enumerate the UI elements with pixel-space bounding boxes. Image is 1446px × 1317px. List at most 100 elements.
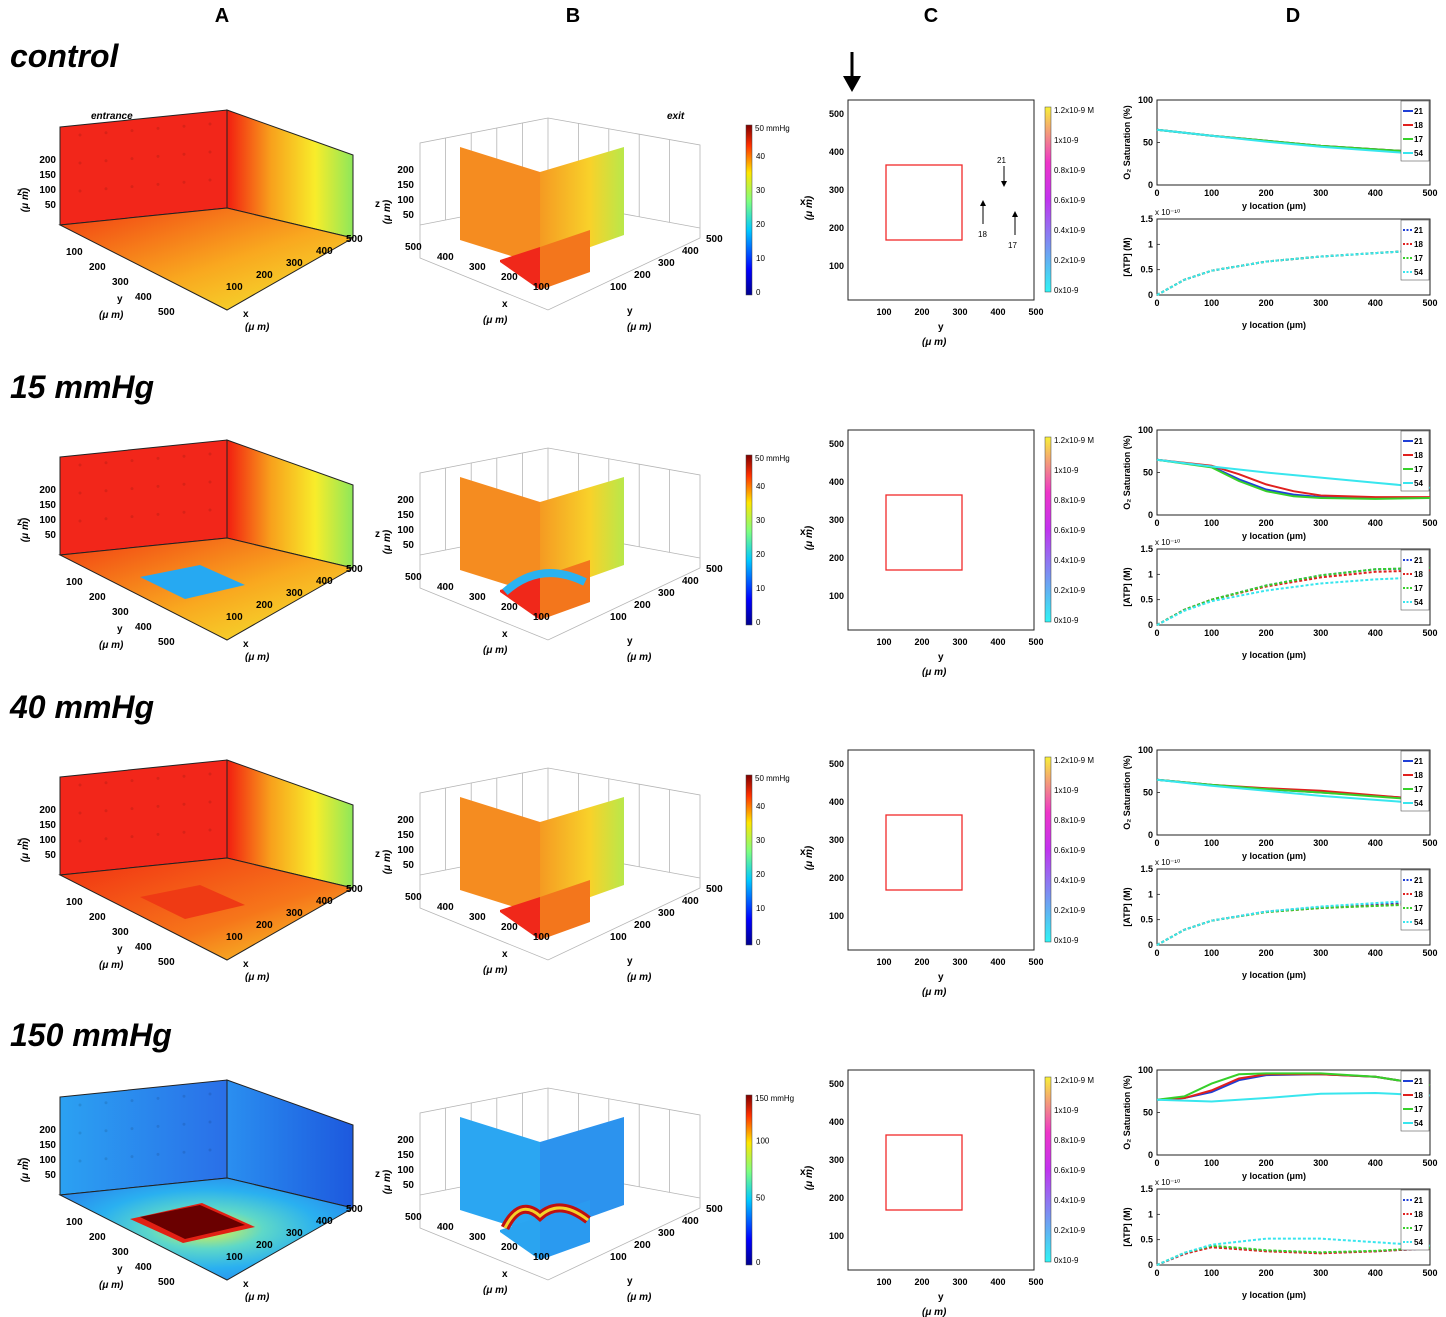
y-tick: 1	[1148, 239, 1153, 249]
y-axis-label: y	[117, 1264, 123, 1275]
x-unit: (μ m)	[483, 315, 508, 326]
legend-label: 18	[1414, 451, 1423, 460]
x-tick: 500	[1422, 298, 1437, 308]
z-unit: (μ m)	[382, 529, 393, 554]
x-tick: 300	[1313, 628, 1328, 638]
y-unit: (μ m)	[922, 987, 947, 998]
texture-dot	[156, 512, 160, 516]
y-tick: 100	[66, 897, 83, 908]
atp-exponent: x 10⁻¹⁰	[1155, 1178, 1180, 1187]
legend: 21 18 17 54	[1400, 219, 1430, 281]
z-unit: (μ m)	[382, 849, 393, 874]
series-line-17	[1156, 458, 1431, 500]
y-unit: (μ m)	[627, 652, 652, 663]
x-axis-label: y location (μm)	[1242, 650, 1306, 660]
x-tick: 300	[1313, 1268, 1328, 1278]
texture-dot	[104, 837, 108, 841]
panel-c-map	[847, 99, 1035, 301]
y-unit: (μ m)	[922, 667, 947, 678]
z-tick: 50	[403, 540, 415, 551]
x-tick: 100	[1204, 1268, 1219, 1278]
y-tick: 0.5	[1140, 265, 1153, 275]
z-tick: 100	[397, 195, 414, 206]
atp-plot: 1.5 1 0.5 00 100 200 300 400 500 [ATP] (M) y locat…	[1122, 1178, 1438, 1300]
po2-colorbar: 50 mmHg 40 30 20 10 0	[745, 454, 790, 627]
panel-a-box	[58, 1079, 355, 1281]
y-tick: 200	[634, 600, 651, 611]
y-unit: (μ m)	[99, 310, 124, 321]
texture-dot	[78, 189, 82, 193]
y-tick: 200	[914, 307, 929, 317]
y-tick: 400	[135, 622, 152, 633]
legend-label: 21	[1414, 1077, 1423, 1086]
colorbar-tick: 30	[756, 836, 765, 845]
legend-label: 18	[1414, 771, 1423, 780]
x-tick: 400	[316, 246, 333, 257]
colorbar-tick: 1.2x10-9 M	[1054, 106, 1094, 115]
y-unit: (μ m)	[922, 1307, 947, 1317]
colorbar-tick: 0.8x10-9	[1054, 1136, 1086, 1145]
stimulus-square	[140, 565, 245, 599]
texture-dot	[78, 1159, 82, 1163]
x-axis-label: x	[502, 629, 508, 640]
y-tick: 100	[1138, 425, 1153, 435]
z-axis-label: z	[375, 849, 380, 860]
colorbar-scale	[1044, 1076, 1052, 1263]
vessel-21-label: 21	[997, 156, 1006, 165]
y-tick: 50	[1143, 468, 1153, 478]
legend-label: 21	[1414, 107, 1423, 116]
colorbar-tick: 0.6x10-9	[1054, 196, 1086, 205]
colorbar-scale	[1044, 106, 1052, 293]
texture-dot	[156, 182, 160, 186]
colorbar-tick: 1.2x10-9 M	[1054, 436, 1094, 445]
x-tick: 400	[829, 477, 844, 487]
texture-dot	[156, 456, 160, 460]
y-tick: 100	[876, 1277, 891, 1287]
atp-exponent: x 10⁻¹⁰	[1155, 208, 1180, 217]
texture-dot	[130, 1127, 134, 1131]
z-axis-label: z	[17, 187, 22, 198]
texture-dot	[156, 154, 160, 158]
texture-dot	[208, 1148, 212, 1152]
y-tick: 50	[1143, 138, 1153, 148]
atp-exponent: x 10⁻¹⁰	[1155, 858, 1180, 867]
texture-dot	[156, 1152, 160, 1156]
legend-box	[1400, 549, 1430, 611]
colorbar-tick: 20	[756, 220, 765, 229]
y-tick: 500	[706, 564, 723, 575]
y-axis-label: y	[117, 944, 123, 955]
plot-frame	[1156, 868, 1431, 946]
colorbar-scale	[745, 124, 753, 296]
legend: 21 18 17 54	[1400, 430, 1430, 492]
y-tick: 500	[706, 1204, 723, 1215]
texture-dot	[130, 835, 134, 839]
atp-colorbar: 1.2x10-9 M 1x10-9 0.8x10-9 0.6x10-9 0.4x10-9…	[1044, 756, 1094, 945]
series-line-54	[1156, 1091, 1431, 1103]
texture-dot	[182, 482, 186, 486]
x-tick: 500	[1422, 838, 1437, 848]
x-tick: 500	[1422, 188, 1437, 198]
row-label: control	[10, 38, 120, 74]
z-tick: 200	[397, 495, 414, 506]
x-tick: 300	[286, 588, 303, 599]
panel-a-box	[58, 759, 355, 961]
colorbar-tick: 1x10-9	[1054, 136, 1079, 145]
x-tick: 400	[1368, 948, 1383, 958]
series-line-54	[1156, 458, 1431, 489]
colorbar-tick: 0.8x10-9	[1054, 166, 1086, 175]
x-tick: 0	[1154, 628, 1159, 638]
y-unit: (μ m)	[99, 640, 124, 651]
texture-dot	[104, 187, 108, 191]
colorbar-tick: 30	[756, 186, 765, 195]
slice-lower-right	[540, 880, 590, 940]
x-tick: 200	[256, 600, 273, 611]
texture-dot	[104, 809, 108, 813]
colorbar-scale	[745, 454, 753, 626]
z-unit: (μ m)	[382, 199, 393, 224]
y-tick: 300	[952, 1277, 967, 1287]
y-axis-label: y	[117, 294, 123, 305]
